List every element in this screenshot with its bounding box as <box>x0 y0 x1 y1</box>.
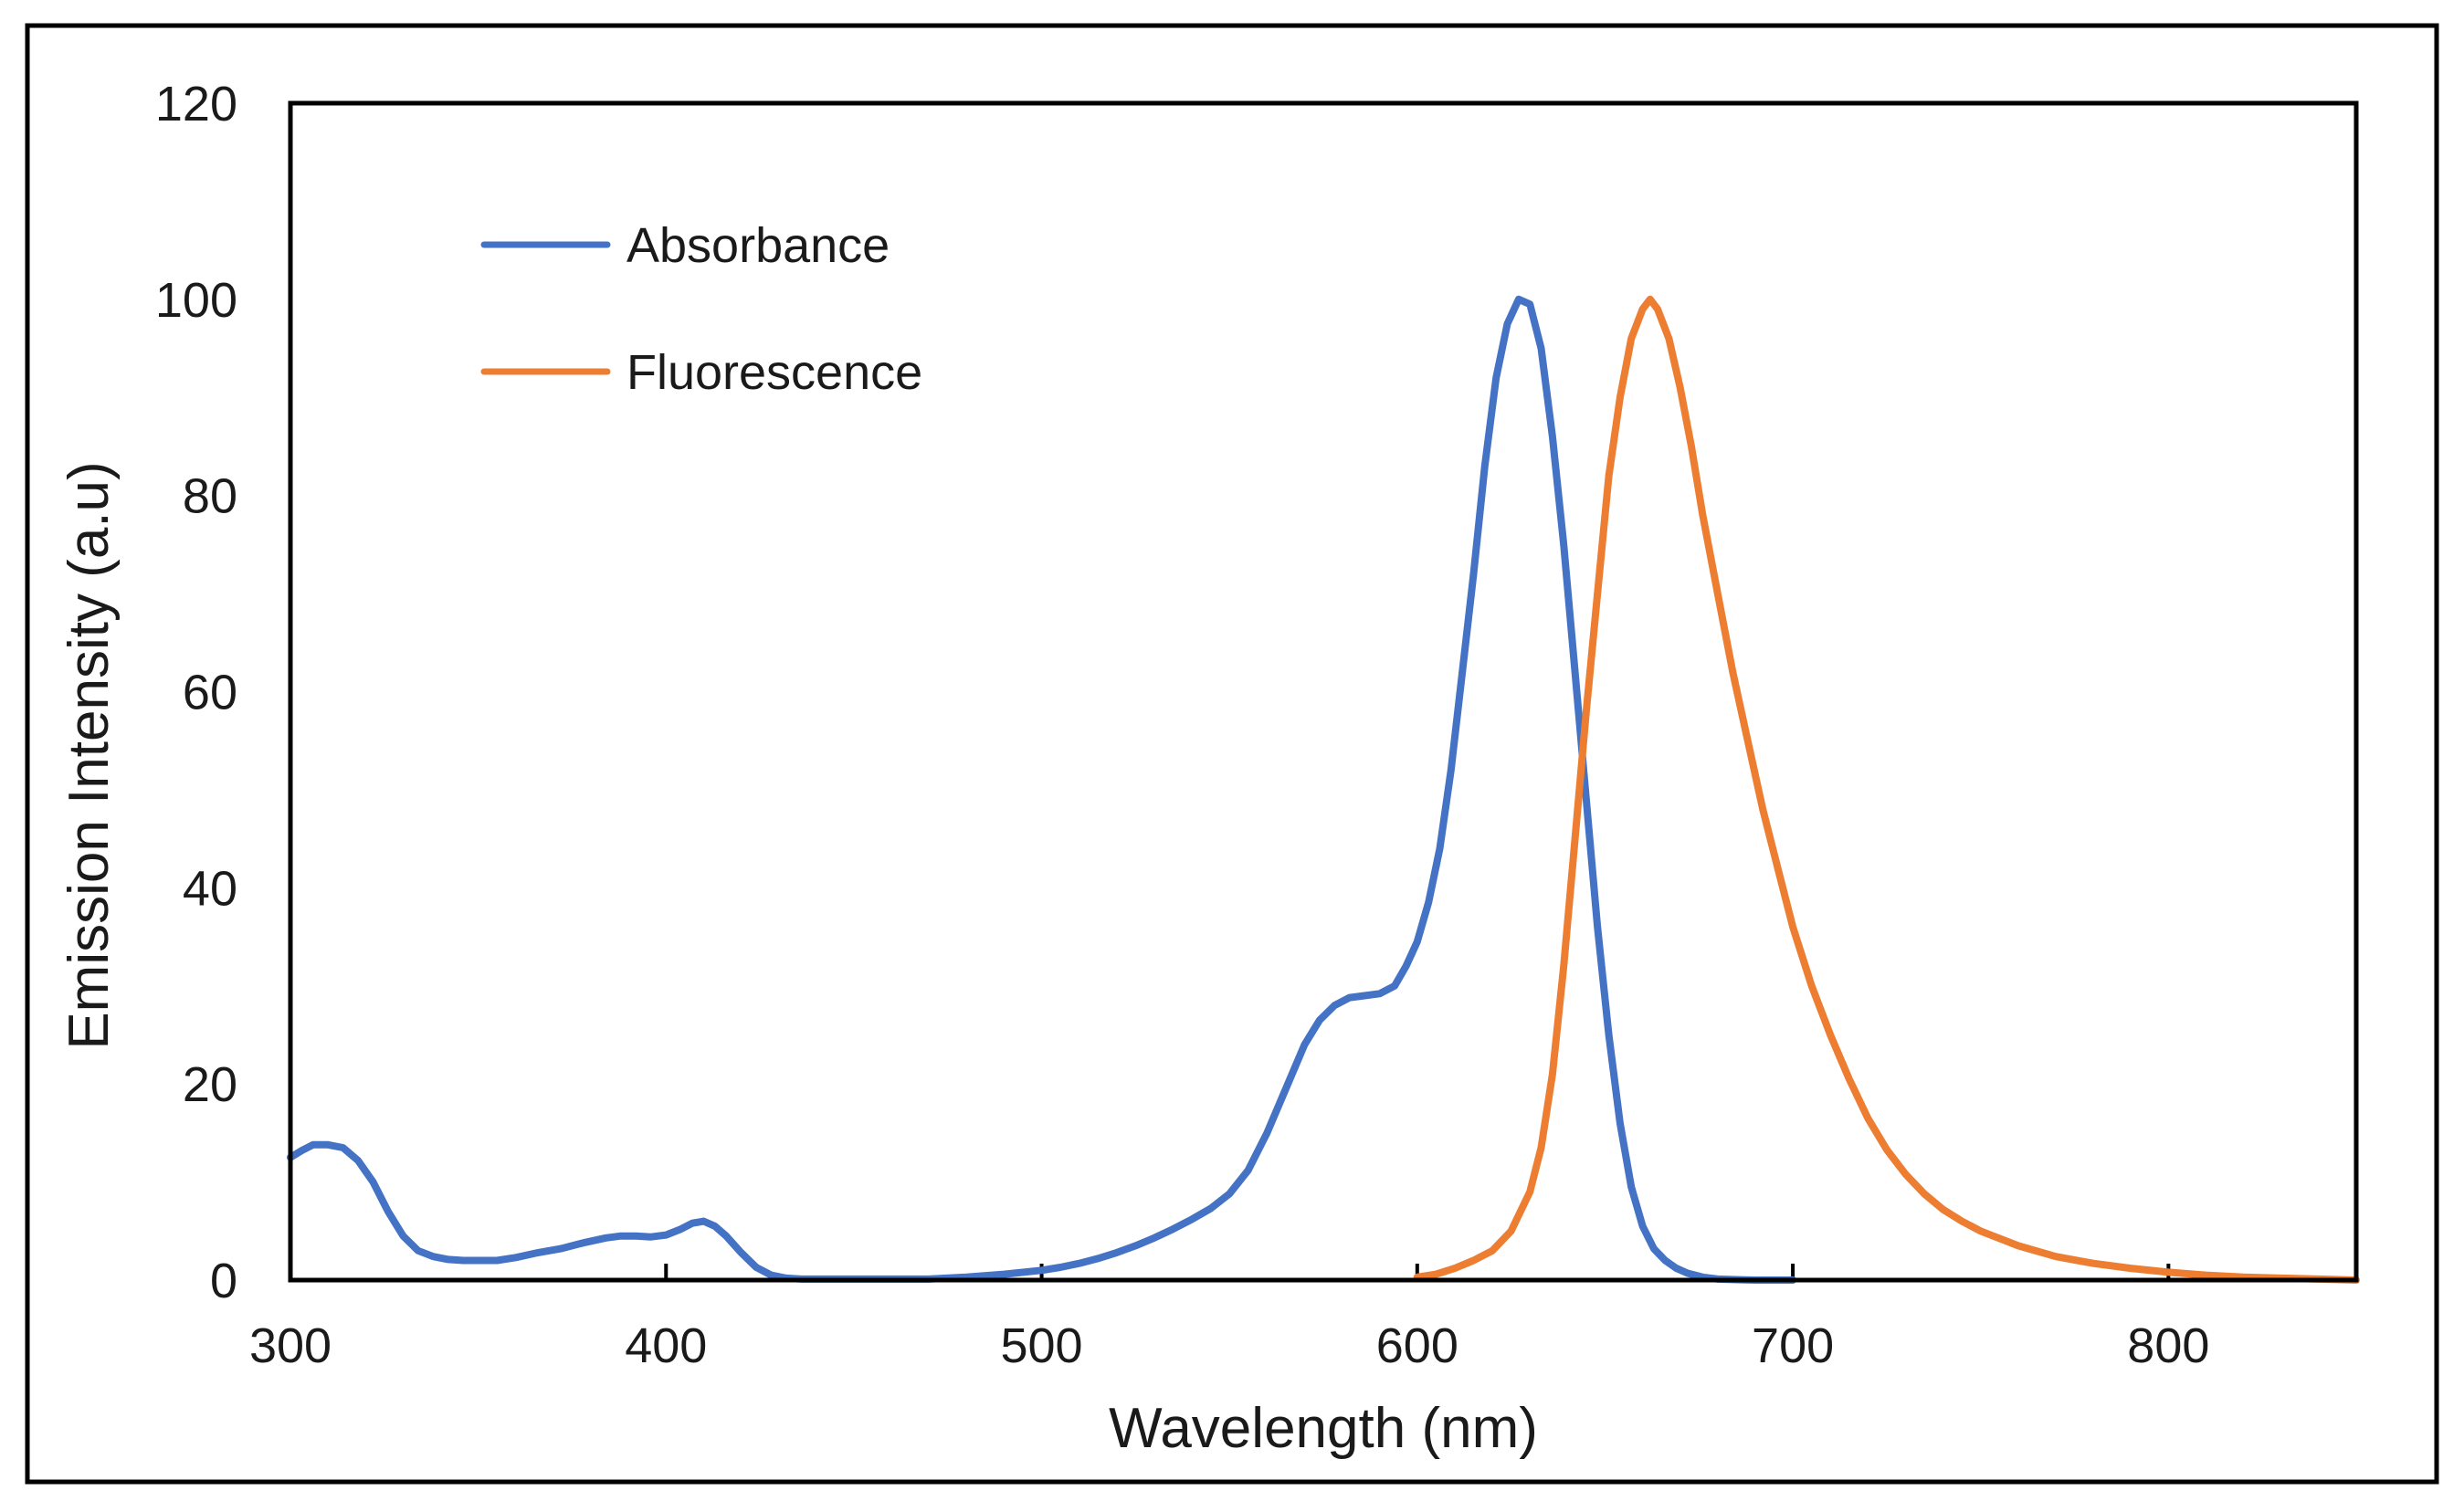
x-axis-label: Wavelength (nm) <box>1109 1397 1538 1460</box>
y-tick-label: 0 <box>210 1254 237 1308</box>
y-tick-label: 80 <box>183 469 237 524</box>
plot-area-border <box>288 100 2359 1283</box>
x-tick-label: 400 <box>625 1318 707 1373</box>
x-tick-label: 800 <box>2127 1318 2209 1373</box>
legend-label-absorbance: Absorbance <box>627 218 890 273</box>
x-tick-label: 700 <box>1752 1318 1834 1373</box>
figure-frame <box>25 23 2439 1485</box>
x-tick-label: 500 <box>1000 1318 1082 1373</box>
y-axis-label: Emission Intensity (a.u) <box>58 461 121 1049</box>
x-tick-label: 600 <box>1376 1318 1458 1373</box>
x-tick-label: 300 <box>249 1318 332 1373</box>
series-line-fluorescence <box>1413 295 2360 1284</box>
plot-layer: 300 400 500 600 700 800 0 20 40 60 80 100 120 <box>155 77 2360 1373</box>
y-tick-label: 60 <box>183 666 237 720</box>
legend-label-fluorescence: Fluorescence <box>627 345 922 400</box>
y-tick-label: 120 <box>155 77 237 131</box>
y-tick-label: 20 <box>183 1057 237 1112</box>
y-tick-label: 100 <box>155 273 237 328</box>
y-tick-label: 40 <box>183 861 237 916</box>
legend: Absorbance Fluorescence <box>480 218 922 400</box>
